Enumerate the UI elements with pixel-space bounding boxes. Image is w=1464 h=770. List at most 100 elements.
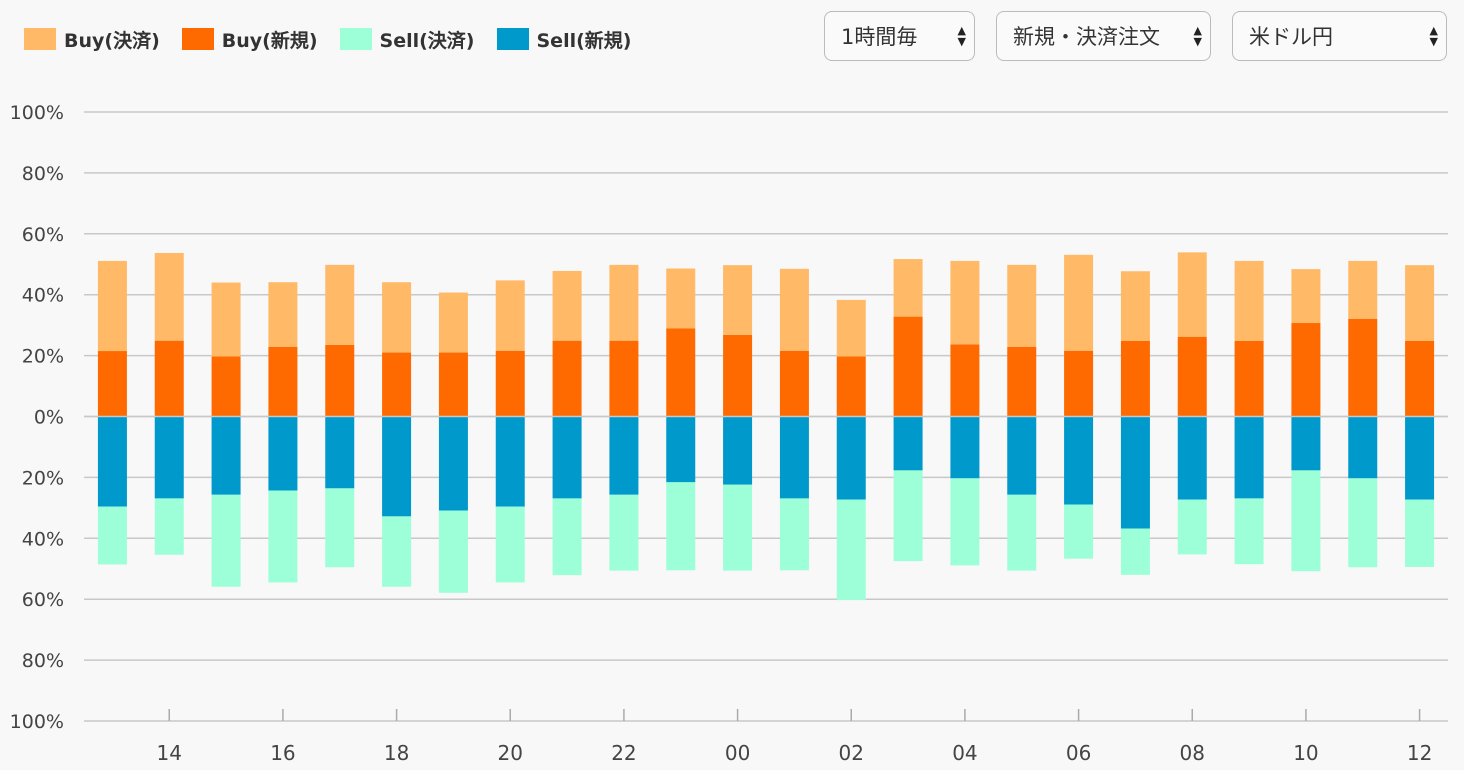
bar-segment <box>382 516 412 587</box>
currency-pair-select[interactable]: 米ドル円 ▲ ▼ <box>1232 11 1447 61</box>
bar-segment <box>836 499 866 601</box>
bar-segment <box>1291 269 1321 324</box>
bar-segment <box>609 416 639 495</box>
bar-segment <box>438 352 468 417</box>
bar-segment <box>1348 318 1378 417</box>
bar-segment <box>893 470 923 562</box>
bar-segment <box>211 494 241 587</box>
bar-segment <box>154 416 184 499</box>
bar-segment <box>495 280 525 351</box>
bar-segment <box>1120 528 1150 575</box>
bar-segment <box>609 340 639 417</box>
bar-segment <box>552 498 582 576</box>
legend-swatch-buy-new <box>181 28 214 50</box>
bar-segment <box>1291 323 1321 417</box>
y-tick-label: 100% <box>10 102 64 124</box>
y-tick-label: 40% <box>22 285 64 307</box>
bar-segment <box>779 268 809 351</box>
bar-segment <box>723 265 753 335</box>
bar-segment <box>836 356 866 417</box>
bar-segment <box>438 416 468 511</box>
select-arrows-icon: ▲ ▼ <box>957 24 966 48</box>
x-tick-label: 00 <box>725 741 750 765</box>
legend-item-buy-close: Buy(決済) <box>24 26 160 53</box>
bar-segment <box>1234 416 1264 499</box>
y-tick-label: 60% <box>22 224 64 246</box>
bar-segment <box>552 416 582 499</box>
bar-segment <box>950 260 980 345</box>
bar-segment <box>211 416 241 495</box>
bar-segment <box>1348 260 1378 319</box>
bar-segment <box>1405 265 1435 341</box>
legend-label-buy-new: Buy(新規) <box>221 29 318 52</box>
bar-segment <box>1177 499 1207 555</box>
bar-segment <box>666 268 696 329</box>
legend-swatch-sell-new <box>496 28 529 50</box>
bar-segment <box>1177 336 1207 417</box>
legend-label-sell-close: Sell(決済) <box>379 29 475 52</box>
bar-segment <box>495 350 525 417</box>
bar-segment <box>495 506 525 583</box>
bar-segment <box>779 498 809 571</box>
x-tick-label: 22 <box>611 741 636 765</box>
x-tick-label: 12 <box>1407 741 1432 765</box>
y-tick-label: 60% <box>22 589 64 611</box>
bar-segment <box>211 356 241 417</box>
bar-segment <box>723 484 753 571</box>
x-tick-label: 18 <box>384 741 409 765</box>
y-tick-label: 20% <box>22 346 64 368</box>
bar-segment <box>382 352 412 417</box>
bar-segment <box>1348 416 1378 479</box>
bar-segment <box>552 340 582 417</box>
bar-segment <box>1348 478 1378 568</box>
bar-segment <box>211 282 241 357</box>
y-tick-label: 20% <box>22 467 64 489</box>
bar-segment <box>779 416 809 499</box>
bar-segment <box>1120 340 1150 417</box>
bar-segment <box>1405 340 1435 417</box>
legend-item-buy-new: Buy(新規) <box>181 26 318 53</box>
bar-segment <box>1405 416 1435 500</box>
bar-segment <box>154 340 184 417</box>
bar-segment <box>382 416 412 517</box>
bar-segment <box>893 259 923 317</box>
bar-segment <box>154 498 184 555</box>
bar-segment <box>495 416 525 507</box>
bar-segment <box>1291 416 1321 471</box>
bar-segment <box>268 346 298 417</box>
interval-select[interactable]: 1時間毎 ▲ ▼ <box>824 11 975 61</box>
legend-swatch-sell-close <box>339 28 372 50</box>
legend-item-sell-new: Sell(新規) <box>496 26 631 53</box>
y-tick-label: 0% <box>34 407 64 429</box>
bar-segment <box>1177 416 1207 500</box>
bar-segment <box>1177 252 1207 337</box>
bar-segment <box>154 252 184 341</box>
bar-segment <box>666 416 696 483</box>
bar-segment <box>1064 350 1094 417</box>
x-tick-label: 02 <box>839 741 864 765</box>
bar-segment <box>97 416 127 507</box>
bar-segment <box>1234 260 1264 341</box>
bar-segment <box>1405 499 1435 567</box>
order-type-select-value: 新規・決済注文 <box>1013 25 1160 49</box>
legend-item-sell-close: Sell(決済) <box>339 26 475 53</box>
bar-segment <box>666 328 696 417</box>
bar-segment <box>893 416 923 471</box>
bar-segment <box>1064 416 1094 505</box>
y-tick-label: 80% <box>22 650 64 672</box>
bar-segment <box>438 292 468 353</box>
currency-pair-select-value: 米ドル円 <box>1249 25 1333 49</box>
order-type-select[interactable]: 新規・決済注文 ▲ ▼ <box>996 11 1211 61</box>
bar-segment <box>950 344 980 417</box>
y-tick-label: 100% <box>10 711 64 733</box>
bar-segment <box>950 478 980 566</box>
legend-label-buy-close: Buy(決済) <box>64 29 160 52</box>
x-tick-label: 04 <box>952 741 977 765</box>
legend: Buy(決済) Buy(新規) Sell(決済) Sell(新規) <box>24 24 653 54</box>
select-arrows-icon: ▲ ▼ <box>1429 24 1438 48</box>
bar-segment <box>268 416 298 491</box>
bar-segment <box>438 510 468 593</box>
bar-segment <box>325 416 355 489</box>
bar-segment <box>723 416 753 485</box>
